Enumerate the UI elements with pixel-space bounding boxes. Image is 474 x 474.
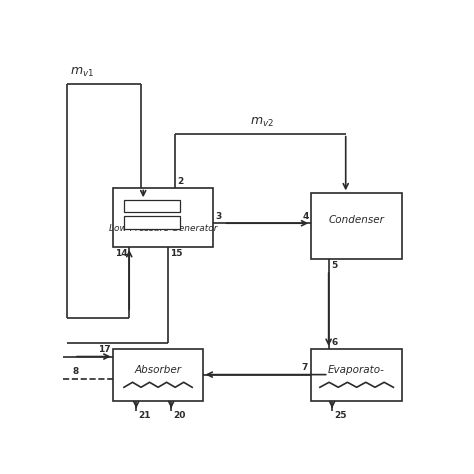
Text: 4: 4	[303, 211, 309, 220]
Bar	[311, 193, 402, 259]
Bar	[124, 216, 180, 228]
Text: 2: 2	[178, 177, 184, 186]
Text: Low Pressure Generator: Low Pressure Generator	[109, 224, 218, 233]
Text: 20: 20	[173, 411, 186, 420]
Text: 3: 3	[215, 211, 221, 220]
Bar	[113, 349, 203, 401]
Text: 5: 5	[331, 261, 337, 270]
Text: $m_{v1}$: $m_{v1}$	[70, 66, 94, 79]
Text: 14: 14	[115, 248, 128, 257]
Text: 25: 25	[334, 411, 347, 420]
Text: 7: 7	[301, 363, 308, 372]
Bar	[311, 349, 402, 401]
Text: 8: 8	[72, 367, 78, 376]
Text: Condenser: Condenser	[328, 215, 384, 225]
Bar	[124, 200, 180, 212]
Text: 15: 15	[170, 248, 182, 257]
Text: Absorber: Absorber	[135, 365, 182, 375]
Bar	[113, 188, 213, 247]
Text: Evaporato-: Evaporato-	[328, 365, 385, 375]
Text: 21: 21	[138, 411, 151, 420]
Text: $m_{v2}$: $m_{v2}$	[250, 116, 274, 129]
Text: 17: 17	[98, 345, 110, 354]
Text: 6: 6	[331, 338, 337, 347]
